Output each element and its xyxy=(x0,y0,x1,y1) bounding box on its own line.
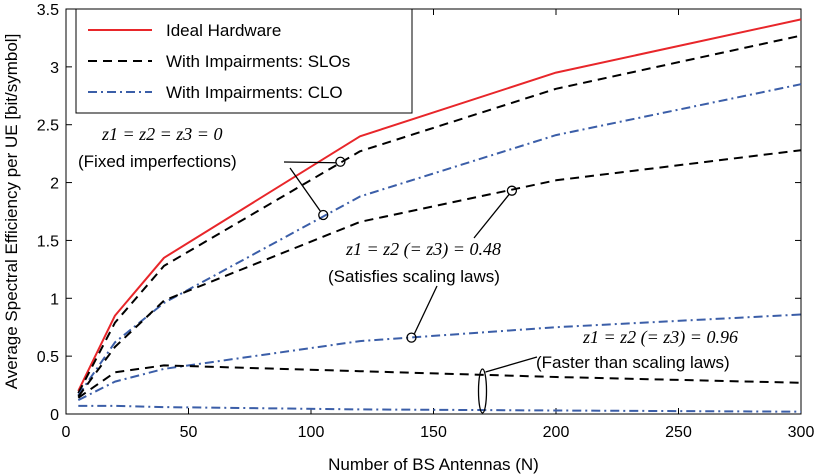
y-tick-label-7: 3.5 xyxy=(37,2,59,19)
annotation-2-leader-2 xyxy=(413,285,438,334)
annotation-1-text: (Fixed imperfections) xyxy=(78,152,237,171)
y-axis-label: Average Spectral Efficiency per UE [bit/… xyxy=(2,34,21,390)
y-tick-label-1: 0.5 xyxy=(37,349,59,366)
annotation-2-leader-1 xyxy=(473,194,510,239)
series-line-4 xyxy=(77,149,802,398)
y-tick-label-6: 3 xyxy=(50,60,59,77)
annotation-1-math: z1 = z2 = z3 = 0 xyxy=(101,124,222,144)
annotation-1-leader-1 xyxy=(283,161,337,164)
x-tick-label-0: 0 xyxy=(62,424,71,441)
series-line-7 xyxy=(78,404,802,413)
x-axis-label: Number of BS Antennas (N) xyxy=(328,455,539,474)
axes: 0 50 100 150 200 250 300 0 0.5 1 1.5 2 2.5 3 3.5 Number… xyxy=(2,2,814,474)
x-tick-label-2: 100 xyxy=(298,424,325,441)
annotation-2-marker-2 xyxy=(406,332,417,343)
x-tick-label-1: 50 xyxy=(180,424,198,441)
legend-label-1: Ideal Hardware xyxy=(166,21,281,40)
annotation-1-marker-2 xyxy=(318,209,329,221)
annotation-3-marker-1 xyxy=(477,368,488,414)
y-tick-label-4: 2 xyxy=(50,176,59,193)
annotation-3-math: z1 = z2 (= z3) = 0.96 xyxy=(582,327,738,348)
series-group xyxy=(77,18,802,413)
y-tick-label-2: 1 xyxy=(50,291,59,308)
y-tick-label-3: 1.5 xyxy=(37,233,59,250)
series-line-3 xyxy=(77,83,802,397)
series-line-1 xyxy=(77,18,802,392)
annotation-1-marker-1 xyxy=(335,156,346,167)
x-tick-label-6: 300 xyxy=(788,424,815,441)
legend-box xyxy=(75,8,413,114)
x-tick-label-4: 200 xyxy=(543,424,570,441)
annotation-2-math: z1 = z2 (= z3) = 0.48 xyxy=(345,239,501,260)
annotation-2-marker-1 xyxy=(506,185,518,196)
legend: Ideal Hardware With Impairments: SLOs Wi… xyxy=(75,8,413,114)
series-line-2 xyxy=(77,34,802,394)
x-tick-label-5: 250 xyxy=(665,424,692,441)
annotations: z1 = z2 = z3 = 0 (Fixed imperfections) z… xyxy=(78,124,738,414)
annotation-1-leader-2 xyxy=(289,167,321,212)
y-tick-label-5: 2.5 xyxy=(37,118,59,135)
y-tick-label-0: 0 xyxy=(50,407,59,424)
legend-label-2: With Impairments: SLOs xyxy=(166,52,350,71)
series-line-5 xyxy=(77,313,802,401)
annotation-3-text: (Faster than scaling laws) xyxy=(536,353,730,372)
annotation-3-leader-1 xyxy=(485,356,538,373)
series-line-6 xyxy=(77,364,802,399)
annotation-2-text: (Satisfies scaling laws) xyxy=(328,267,500,286)
x-tick-label-3: 150 xyxy=(420,424,447,441)
legend-label-3: With Impairments: CLO xyxy=(166,83,343,102)
